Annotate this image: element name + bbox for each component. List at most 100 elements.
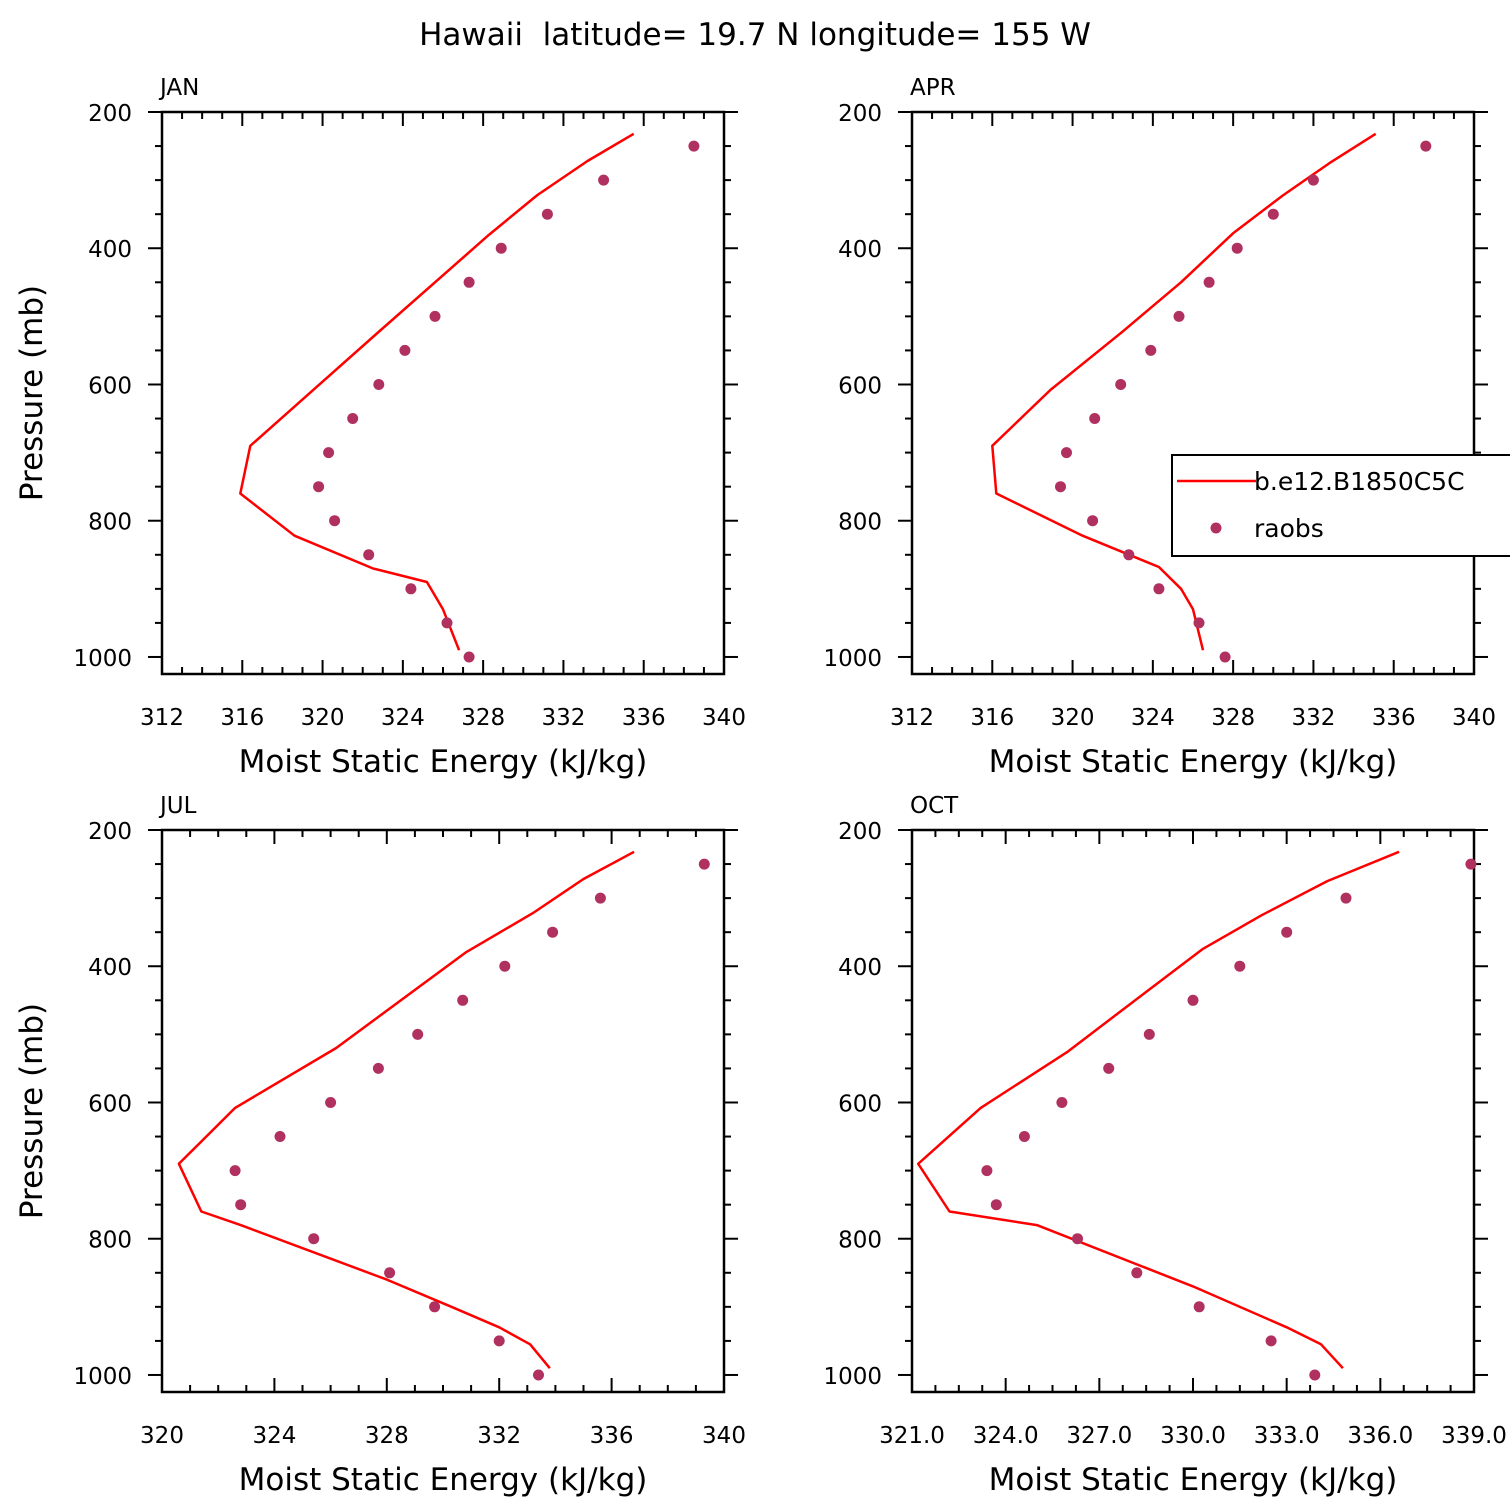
panel-label: JAN [158,75,199,101]
raobs-point [495,242,507,254]
raobs-point [990,1199,1002,1211]
raobs-point [1145,344,1157,356]
y-tick-label: 400 [88,955,132,981]
raobs-point [499,960,511,972]
x-tick-label: 312 [140,705,184,731]
model-profile-line [991,132,1377,651]
panel-jul: JUL 320 324 328 332 336 340 200 400 600 800 1000 Moi… [14,793,746,1498]
x-tick-label: 320 [140,1423,184,1449]
y-tick-label: 1000 [823,1364,882,1390]
raobs-point [363,549,375,561]
y-tick-label: 200 [838,101,882,127]
raobs-point [1231,242,1243,254]
raobs-point [1115,379,1127,390]
y-tick-label: 1000 [73,646,132,672]
x-tick-label: 340 [1452,705,1496,731]
y-tick-label: 400 [88,237,132,263]
y-tick-label: 800 [88,510,132,536]
raobs-point [325,1097,337,1108]
x-tick-label: 320 [301,705,345,731]
raobs-point [347,413,359,424]
raobs-point [1193,1301,1205,1313]
raobs-point [981,1165,993,1177]
x-tick-label: 332 [541,705,585,731]
panel-apr: APR 312 316 320 324 328 332 336 340 200 400 600 800 1… [823,75,1496,780]
panel-label: APR [910,75,956,101]
raobs-point [698,858,710,870]
x-axis-label: Moist Static Energy (kJ/kg) [989,744,1398,780]
y-tick-label: 400 [838,237,882,263]
raobs-point [1072,1233,1083,1245]
raobs-point [547,926,559,938]
raobs-point [598,174,610,186]
panel-jan: JAN 312 316 320 324 328 332 336 340 200 400 600 800 1… [14,75,746,780]
model-profile-line [177,850,635,1369]
panel-oct: OCT 321.0 324.0 327.0 330.0 333.0 336.0 339.0 20… [823,793,1506,1498]
raobs-point [1123,549,1135,561]
raobs-point [441,617,453,629]
raobs-point [1265,1335,1277,1347]
raobs-point [313,481,325,493]
y-tick-label: 800 [838,510,882,536]
figure-title: Hawaii latitude= 19.7 N longitude= 155 W [419,17,1091,53]
x-tick-label: 333.0 [1254,1423,1320,1449]
raobs-point [1056,1097,1068,1108]
x-tick-label: 324 [252,1423,296,1449]
legend-entry-raobs: raobs [1254,514,1324,543]
raobs-point [1018,1131,1030,1142]
x-tick-label: 336.0 [1347,1423,1413,1449]
y-tick-label: 200 [88,101,132,127]
raobs-point [688,140,700,152]
y-tick-label: 800 [88,1228,132,1254]
raobs-point [1153,583,1165,595]
raobs-point [384,1267,396,1279]
raobs-point [372,1062,384,1074]
x-tick-label: 340 [702,1423,746,1449]
raobs-point [1131,1267,1143,1279]
y-tick-label: 800 [838,1228,882,1254]
x-tick-label: 330.0 [1160,1423,1226,1449]
plot-frame [160,110,726,676]
raobs-point [1089,413,1101,424]
raobs-point [1203,276,1215,288]
raobs-point [1103,1062,1115,1074]
raobs-point [541,208,553,220]
y-tick-label: 600 [838,1091,882,1117]
plot-frame [910,110,1476,676]
raobs-point [274,1131,286,1142]
x-tick-label: 332 [477,1423,521,1449]
raobs-point [533,1369,544,1381]
panel-label: JUL [158,793,197,819]
raobs-point [1267,208,1279,220]
plot-frame [160,828,726,1394]
x-tick-label: 336 [1372,705,1416,731]
y-axis-label: Pressure (mb) [14,285,50,501]
raobs-point [1234,960,1246,972]
raobs-point [323,447,335,459]
legend-marker-swatch [1210,522,1222,534]
x-tick-label: 328 [1211,705,1255,731]
x-tick-label: 336 [590,1423,634,1449]
raobs-point [1193,617,1205,629]
y-tick-label: 400 [838,955,882,981]
x-tick-label: 340 [702,705,746,731]
x-tick-label: 312 [890,705,934,731]
raobs-point [1219,651,1231,663]
y-tick-label: 1000 [823,646,882,672]
raobs-point [1087,515,1099,527]
raobs-point [1307,174,1319,186]
raobs-point [1465,858,1477,870]
raobs-point [1309,1369,1321,1381]
legend: b.e12.B1850C5C raobs [1171,454,1510,557]
raobs-point [1055,481,1066,493]
x-tick-label: 324 [381,705,425,731]
raobs-point [1143,1028,1155,1040]
raobs-point [463,651,475,663]
raobs-point [373,379,385,390]
x-tick-label: 328 [365,1423,409,1449]
raobs-point [429,1301,441,1313]
x-tick-label: 321.0 [879,1423,945,1449]
x-tick-label: 339.0 [1441,1423,1507,1449]
y-tick-label: 600 [838,373,882,399]
